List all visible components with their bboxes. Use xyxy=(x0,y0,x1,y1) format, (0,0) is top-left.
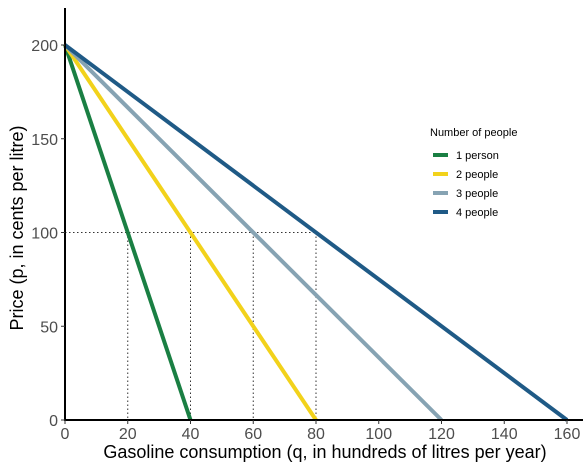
x-tick-label: 0 xyxy=(61,426,70,443)
series-layer xyxy=(63,43,569,422)
x-axis-title: Gasoline consumption (q, in hundreds of … xyxy=(103,442,546,462)
legend: Number of people 1 person 2 people 3 peopl… xyxy=(430,127,517,219)
legend-label-4: 4 people xyxy=(456,207,498,219)
series-line-3 xyxy=(63,43,443,422)
axes xyxy=(64,8,583,421)
legend-label-2: 2 people xyxy=(456,169,498,181)
series-line-2 xyxy=(63,43,318,422)
x-tick-label: 160 xyxy=(554,426,581,443)
x-tick-label: 60 xyxy=(244,426,262,443)
legend-label-1: 1 person xyxy=(456,150,499,162)
y-tick-label: 0 xyxy=(49,413,58,430)
y-axis-title: Price (p, in cents per litre) xyxy=(7,125,27,330)
x-tick-label: 140 xyxy=(491,426,518,443)
series-line-1 xyxy=(63,44,193,421)
legend-label-3: 3 people xyxy=(456,188,498,200)
series-line-4 xyxy=(63,43,569,422)
y-tick-label: 150 xyxy=(31,132,58,149)
legend-title: Number of people xyxy=(430,127,517,139)
y-tick-label: 100 xyxy=(31,226,58,243)
tick-labels: 0 20 40 60 80 100 120 140 160 0 50 100 150 200 xyxy=(31,38,580,443)
x-tick-label: 80 xyxy=(307,426,325,443)
x-tick-label: 20 xyxy=(119,426,137,443)
x-tick-label: 40 xyxy=(182,426,200,443)
y-tick-label: 50 xyxy=(40,319,58,336)
y-tick-label: 200 xyxy=(31,38,58,55)
x-tick-label: 120 xyxy=(428,426,455,443)
x-tick-label: 100 xyxy=(365,426,392,443)
